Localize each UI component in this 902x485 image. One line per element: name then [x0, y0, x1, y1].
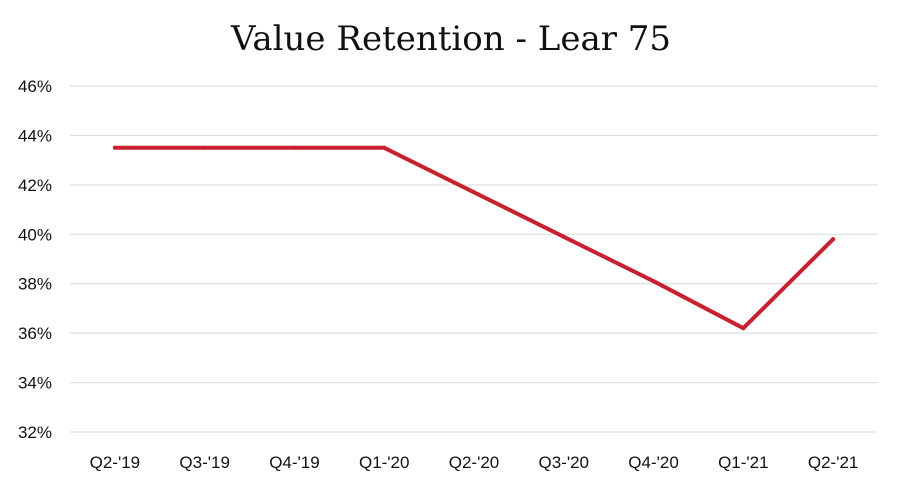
- data-point: [202, 145, 207, 150]
- x-tick-label: Q1-'20: [359, 453, 410, 472]
- x-tick-label: Q4-'19: [269, 453, 320, 472]
- x-tick-label: Q2-'19: [90, 453, 141, 472]
- y-tick-label: 38%: [18, 275, 52, 294]
- data-point: [472, 190, 476, 195]
- y-tick-label: 42%: [18, 176, 52, 195]
- x-tick-label: Q3-'20: [539, 453, 590, 472]
- x-tick-label: Q2-'20: [449, 453, 500, 472]
- data-point: [831, 237, 836, 242]
- chart-title: Value Retention - Lear 75: [230, 19, 671, 59]
- grid: [70, 85, 878, 433]
- x-tick-label: Q3-'19: [179, 453, 230, 472]
- data-point: [382, 145, 387, 150]
- data-point: [741, 326, 746, 331]
- y-tick-label: 36%: [18, 324, 52, 343]
- y-tick-label: 46%: [18, 77, 52, 96]
- data-point: [561, 234, 566, 239]
- data-point: [651, 279, 656, 284]
- y-tick-label: 44%: [18, 126, 52, 145]
- x-axis: Q2-'19 Q3-'19 Q4-'19 Q1-'20 Q2-'20 Q3-'20 Q4-'…: [90, 453, 859, 472]
- series-line: [112, 145, 836, 331]
- data-point: [112, 145, 117, 150]
- y-tick-label: 40%: [18, 225, 52, 244]
- y-axis: 32% 34% 36% 38% 40% 42% 44% 46%: [18, 77, 52, 442]
- x-tick-label: Q4-'20: [628, 453, 679, 472]
- series-layer: [112, 145, 836, 331]
- data-point: [292, 145, 297, 150]
- y-tick-label: 34%: [18, 374, 52, 393]
- y-tick-label: 32%: [18, 423, 52, 442]
- x-tick-label: Q2-'21: [808, 453, 859, 472]
- x-tick-label: Q1-'21: [718, 453, 769, 472]
